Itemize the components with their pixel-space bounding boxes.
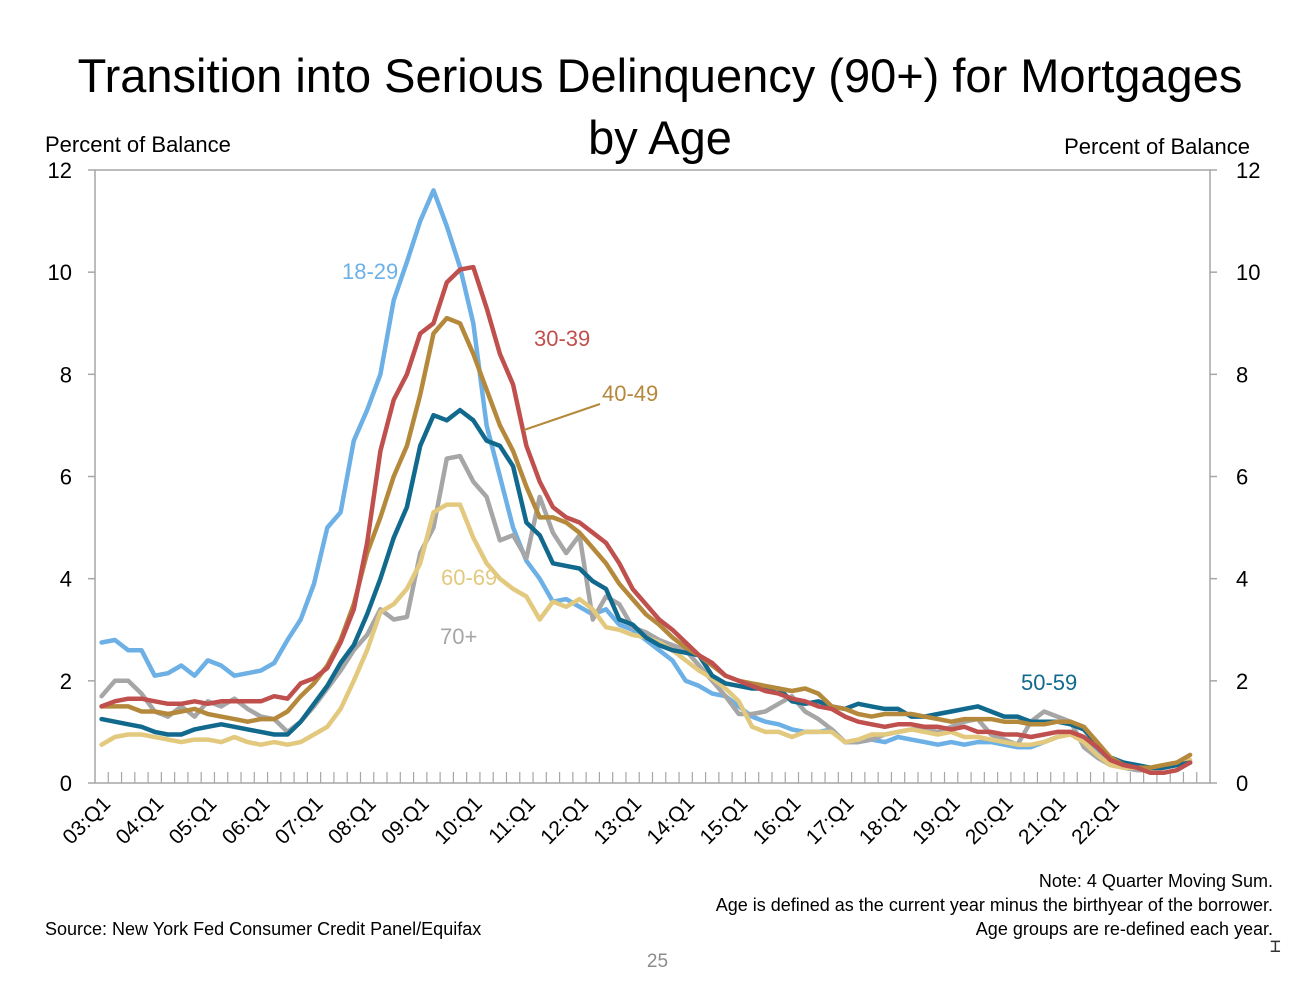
plot-frame	[94, 169, 1211, 784]
text-cursor-icon: ⌶	[1270, 936, 1281, 957]
x-tick-label: 07:Q1	[271, 792, 328, 849]
series-line-50-59	[99, 407, 1193, 770]
y-tick-label-right: 8	[1236, 362, 1248, 387]
x-tick-label: 04:Q1	[112, 792, 169, 849]
x-tick-label: 05:Q1	[165, 792, 222, 849]
chart-title: Transition into Serious Delinquency (90+…	[77, 49, 1243, 164]
x-tick-label: 19:Q1	[908, 792, 965, 849]
y-tick-label-left: 10	[48, 260, 72, 285]
series-labels: 18-29 30-39 40-49 50-59 60-69 70+	[342, 259, 1077, 695]
series-label-18-29: 18-29	[342, 259, 398, 284]
x-tick-label: 10:Q1	[430, 792, 487, 849]
series-layer	[99, 188, 1193, 776]
y-tick-label-left: 12	[48, 158, 72, 183]
y-tick-label-left: 4	[60, 567, 72, 592]
y-tick-label-left: 0	[60, 771, 72, 796]
page-number: 25	[646, 951, 669, 972]
x-tick-label: 11:Q1	[484, 792, 540, 848]
y-tick-label-left: 2	[60, 669, 72, 694]
note-moving-sum: Note: 4 Quarter Moving Sum.	[1038, 871, 1273, 891]
axis-ticks: 0 0 2 2 4 4 6 6 8 8 10 10 12 12 03:Q104:Q105:Q106:Q107…	[48, 158, 1261, 849]
y-tick-label-left: 6	[60, 465, 72, 490]
x-tick-label: 15:Q1	[696, 792, 753, 849]
y-axis-label-left: Percent of Balance	[45, 132, 231, 157]
y-tick-label-right: 2	[1236, 669, 1248, 694]
x-tick-label: 21:Q1	[1014, 792, 1071, 849]
x-tick-label: 18:Q1	[855, 792, 912, 849]
x-tick-label: 14:Q1	[642, 792, 699, 849]
series-line-40-49	[99, 315, 1193, 770]
x-tick-label: 06:Q1	[218, 792, 275, 849]
x-tick-label: 20:Q1	[961, 792, 1018, 849]
y-tick-label-right: 12	[1236, 158, 1260, 183]
source-note: Source: New York Fed Consumer Credit Pan…	[45, 919, 482, 939]
series-label-60-69: 60-69	[441, 565, 497, 590]
note-age-definition: Age is defined as the current year minus…	[715, 895, 1273, 915]
series-label-30-39: 30-39	[534, 326, 590, 351]
note-age-groups: Age groups are re-defined each year.	[975, 919, 1273, 939]
x-tick-label: 13:Q1	[589, 792, 646, 849]
x-tick-label: 09:Q1	[377, 792, 434, 849]
leader-line-40-49	[523, 403, 601, 431]
x-tick-label: 16:Q1	[749, 792, 806, 849]
y-tick-label-left: 8	[60, 362, 72, 387]
series-line-30-39	[99, 264, 1193, 776]
x-tick-label: 08:Q1	[324, 792, 381, 849]
x-tick-label: 12:Q1	[536, 792, 593, 849]
x-tick-label: 22:Q1	[1067, 792, 1124, 849]
y-tick-label-right: 6	[1236, 465, 1248, 490]
series-label-70plus: 70+	[440, 624, 477, 649]
x-tick-label: 03:Q1	[58, 792, 115, 849]
y-tick-label-right: 0	[1236, 771, 1248, 796]
series-label-40-49: 40-49	[602, 381, 658, 406]
y-tick-label-right: 10	[1236, 260, 1260, 285]
x-tick-label: 17:Q1	[802, 792, 859, 849]
series-label-50-59: 50-59	[1021, 670, 1077, 695]
y-tick-label-right: 4	[1236, 567, 1248, 592]
y-axis-label-right: Percent of Balance	[1064, 134, 1250, 159]
